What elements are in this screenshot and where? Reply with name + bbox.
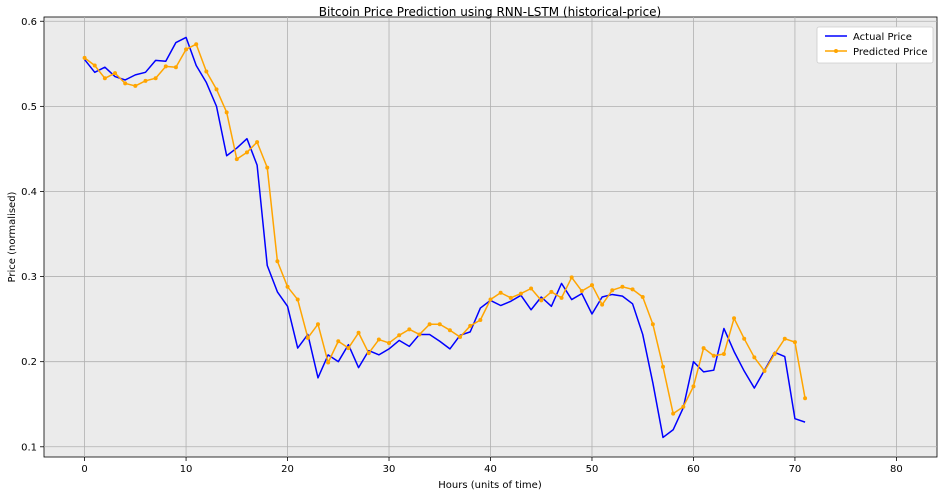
data-point-predicted-price	[356, 330, 361, 335]
x-tick-label: 10	[180, 464, 193, 475]
data-point-predicted-price	[610, 288, 615, 293]
data-point-predicted-price	[650, 322, 655, 327]
data-point-predicted-price	[732, 316, 737, 321]
data-point-predicted-price	[488, 297, 493, 302]
x-tick-label: 70	[789, 464, 802, 475]
data-point-predicted-price	[92, 63, 97, 68]
data-point-predicted-price	[772, 352, 777, 357]
series-line-actual-price	[84, 36, 806, 439]
data-point-predicted-price	[143, 78, 148, 83]
data-point-predicted-price	[792, 340, 797, 345]
data-point-predicted-price	[782, 336, 787, 341]
data-point-predicted-price	[752, 355, 757, 360]
data-point-predicted-price	[275, 259, 280, 264]
data-point-predicted-price	[803, 396, 808, 401]
data-point-predicted-price	[478, 317, 483, 322]
series-line-predicted-price	[84, 43, 806, 415]
data-point-predicted-price	[102, 76, 107, 81]
x-tick-label: 30	[383, 464, 396, 475]
data-point-predicted-price	[661, 364, 666, 369]
data-point-predicted-price	[701, 346, 706, 351]
data-point-predicted-price	[234, 157, 239, 162]
data-point-predicted-price	[214, 87, 219, 92]
data-point-predicted-price	[417, 332, 422, 337]
data-point-predicted-price	[295, 297, 300, 302]
data-point-predicted-price	[579, 289, 584, 294]
x-tick-label: 60	[687, 464, 700, 475]
legend-label-predicted: Predicted Price	[853, 47, 928, 58]
data-point-predicted-price	[265, 165, 270, 170]
data-point-predicted-price	[244, 150, 249, 155]
data-point-predicted-price	[326, 360, 331, 365]
data-point-predicted-price	[742, 336, 747, 341]
data-point-predicted-price	[387, 340, 392, 345]
data-point-predicted-price	[194, 42, 199, 47]
data-point-predicted-price	[589, 283, 594, 288]
data-point-predicted-price	[163, 64, 168, 69]
data-point-predicted-price	[721, 352, 726, 357]
data-point-predicted-price	[82, 55, 87, 60]
data-point-predicted-price	[407, 327, 412, 332]
x-tick-label: 20	[281, 464, 294, 475]
data-point-predicted-price	[305, 335, 310, 340]
x-tick-label: 80	[890, 464, 903, 475]
data-point-predicted-price	[691, 384, 696, 389]
data-point-predicted-price	[711, 353, 716, 358]
data-point-predicted-price	[376, 337, 381, 342]
data-point-predicted-price	[518, 291, 523, 296]
x-tick-label: 50	[586, 464, 599, 475]
series-layer	[82, 36, 808, 439]
data-point-predicted-price	[204, 69, 209, 74]
data-point-predicted-price	[549, 289, 554, 294]
data-point-predicted-price	[224, 110, 229, 115]
legend-label-actual: Actual Price	[853, 32, 912, 43]
y-tick-label: 0.5	[21, 102, 37, 113]
data-point-predicted-price	[508, 295, 513, 300]
data-point-predicted-price	[529, 286, 534, 291]
data-point-predicted-price	[539, 298, 544, 303]
data-point-predicted-price	[336, 339, 341, 344]
x-tick-label: 40	[484, 464, 497, 475]
legend-marker-predicted	[834, 49, 838, 53]
data-point-predicted-price	[458, 335, 463, 339]
x-axis-label: Hours (units of time)	[438, 480, 542, 491]
data-point-predicted-price	[315, 322, 320, 327]
data-point-predicted-price	[113, 71, 118, 76]
axis-ticks: 0 10 20 30 40 50 60 70 80 0.1 0.2 0.3 0.4 0.5 0.6	[21, 17, 903, 475]
data-point-predicted-price	[640, 295, 645, 299]
data-point-predicted-price	[762, 369, 767, 374]
data-point-predicted-price	[630, 287, 635, 292]
y-tick-label: 0.3	[21, 272, 37, 283]
data-point-predicted-price	[133, 83, 138, 88]
y-axis-label: Price (normalised)	[7, 191, 18, 282]
y-tick-label: 0.1	[21, 442, 37, 453]
data-point-predicted-price	[346, 346, 351, 351]
y-tick-label: 0.6	[21, 17, 37, 28]
data-point-predicted-price	[600, 302, 605, 307]
data-point-predicted-price	[153, 76, 158, 81]
data-point-predicted-price	[184, 47, 189, 52]
y-tick-label: 0.4	[21, 187, 37, 198]
data-point-predicted-price	[447, 328, 452, 333]
data-point-predicted-price	[559, 295, 564, 300]
x-tick-label: 0	[81, 464, 87, 475]
data-point-predicted-price	[427, 322, 432, 327]
data-point-predicted-price	[123, 81, 128, 86]
data-point-predicted-price	[437, 322, 442, 327]
data-point-predicted-price	[173, 65, 178, 70]
data-point-predicted-price	[681, 404, 686, 409]
data-point-predicted-price	[366, 351, 371, 356]
y-tick-label: 0.2	[21, 357, 37, 368]
data-point-predicted-price	[671, 411, 676, 416]
data-point-predicted-price	[285, 284, 290, 289]
data-point-predicted-price	[468, 323, 473, 328]
data-point-predicted-price	[498, 290, 503, 295]
data-point-predicted-price	[569, 275, 574, 280]
data-point-predicted-price	[255, 140, 260, 145]
data-point-predicted-price	[620, 284, 625, 289]
legend: Actual Price Predicted Price	[816, 26, 934, 64]
chart-title: Bitcoin Price Prediction using RNN-LSTM …	[319, 5, 661, 19]
data-point-predicted-price	[397, 333, 402, 338]
